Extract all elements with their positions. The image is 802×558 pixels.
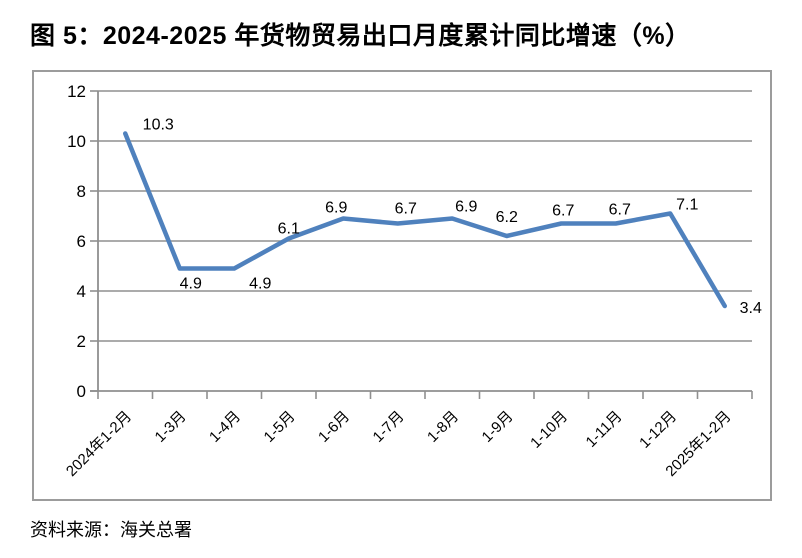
y-axis-label: 2 xyxy=(77,332,86,351)
y-axis-label: 6 xyxy=(77,232,86,251)
x-axis-label: 1-7月 xyxy=(370,408,408,446)
figure-title: 图 5：2024-2025 年货物贸易出口月度累计同比增速（%） xyxy=(30,22,691,50)
x-axis-label: 1-12月 xyxy=(636,408,680,452)
data-label: 6.1 xyxy=(278,221,300,238)
y-axis-label: 8 xyxy=(77,182,86,201)
x-axis-label: 1-3月 xyxy=(152,408,190,446)
x-axis-label: 1-11月 xyxy=(583,408,626,451)
y-axis-label: 4 xyxy=(77,282,86,301)
data-label: 6.9 xyxy=(455,199,477,216)
y-axis-label: 12 xyxy=(67,82,86,101)
data-label: 4.9 xyxy=(180,276,202,293)
x-axis-label: 1-10月 xyxy=(527,408,571,452)
source-note: 资料来源：海关总署 xyxy=(30,520,192,540)
data-label: 6.7 xyxy=(552,203,574,220)
data-label: 6.7 xyxy=(609,202,631,219)
x-axis-label: 1-9月 xyxy=(479,408,517,446)
data-label: 6.9 xyxy=(325,200,347,217)
data-label: 6.2 xyxy=(496,209,518,226)
chart-container: 0 2 4 6 8 10 12 2024年1-2月 1-3月 1-4月 1-5月 1-6月 1-7月 1-… xyxy=(32,70,772,501)
data-label: 6.7 xyxy=(395,201,417,218)
data-label: 7.1 xyxy=(676,197,698,214)
data-label: 3.4 xyxy=(740,300,762,317)
line-chart: 0 2 4 6 8 10 12 2024年1-2月 1-3月 1-4月 1-5月 1-6月 1-7月 1-… xyxy=(63,82,762,480)
data-label: 4.9 xyxy=(249,276,271,293)
x-axis-label: 1-5月 xyxy=(261,408,299,446)
x-axis-label: 1-8月 xyxy=(424,408,462,446)
x-axis-label: 1-6月 xyxy=(315,408,353,446)
x-axis-label: 1-4月 xyxy=(206,408,244,446)
y-axis-label: 0 xyxy=(77,382,86,401)
data-label: 10.3 xyxy=(143,117,174,134)
x-axis-label: 2024年1-2月 xyxy=(63,408,135,480)
series-line xyxy=(123,131,727,309)
y-axis-label: 10 xyxy=(67,132,86,151)
